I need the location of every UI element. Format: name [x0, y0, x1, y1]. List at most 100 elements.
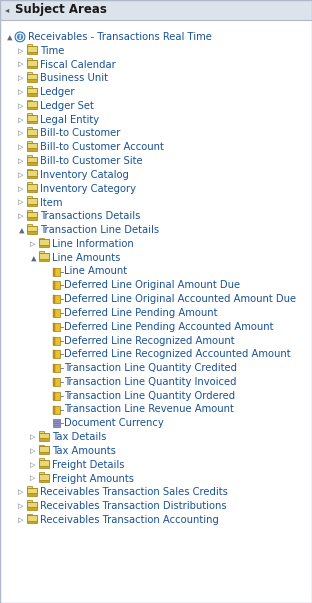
- Bar: [39, 239, 49, 247]
- Text: ◀: ◀: [30, 255, 36, 260]
- Bar: [27, 155, 32, 157]
- Bar: [52, 323, 55, 330]
- Text: ▷: ▷: [30, 462, 36, 468]
- Text: Line Amounts: Line Amounts: [52, 253, 120, 263]
- Text: i: i: [19, 33, 21, 41]
- Bar: [52, 378, 55, 386]
- Bar: [52, 378, 60, 386]
- Text: Ledger Set: Ledger Set: [40, 101, 94, 111]
- Bar: [27, 101, 37, 109]
- Text: ▷: ▷: [18, 186, 24, 192]
- Bar: [52, 309, 55, 317]
- Bar: [27, 516, 37, 521]
- Bar: [39, 431, 43, 432]
- Bar: [27, 60, 37, 68]
- Text: Receivables Transaction Sales Credits: Receivables Transaction Sales Credits: [40, 487, 228, 497]
- Bar: [39, 446, 49, 455]
- Bar: [27, 143, 37, 151]
- Text: ▷: ▷: [30, 448, 36, 454]
- Bar: [27, 184, 37, 190]
- Bar: [27, 516, 37, 523]
- Text: ▷: ▷: [18, 200, 24, 206]
- Text: Ledger: Ledger: [40, 87, 75, 97]
- Bar: [39, 239, 49, 245]
- Bar: [52, 295, 55, 303]
- Bar: [52, 268, 55, 276]
- Bar: [27, 115, 37, 123]
- Bar: [39, 444, 43, 446]
- Text: ▷: ▷: [18, 89, 24, 95]
- Bar: [27, 87, 37, 93]
- Bar: [39, 251, 43, 253]
- Bar: [27, 45, 32, 46]
- Text: Bill-to Customer Site: Bill-to Customer Site: [40, 156, 143, 166]
- Bar: [27, 46, 37, 52]
- Text: ▷: ▷: [18, 62, 24, 68]
- Text: Business Unit: Business Unit: [40, 74, 108, 83]
- Text: ▷: ▷: [18, 130, 24, 136]
- Circle shape: [15, 32, 25, 42]
- Bar: [39, 446, 49, 452]
- Text: ▷: ▷: [18, 117, 24, 122]
- Text: Line Amount: Line Amount: [64, 267, 127, 277]
- Text: ◂: ◂: [5, 5, 9, 14]
- Text: Bill-to Customer: Bill-to Customer: [40, 128, 120, 139]
- Bar: [27, 143, 37, 148]
- Bar: [27, 210, 32, 212]
- Bar: [52, 295, 60, 303]
- Bar: [27, 157, 37, 162]
- Bar: [52, 350, 55, 358]
- Text: Deferred Line Pending Accounted Amount: Deferred Line Pending Accounted Amount: [64, 321, 274, 332]
- Text: Receivables - Transactions Real Time: Receivables - Transactions Real Time: [28, 32, 212, 42]
- Bar: [27, 74, 37, 80]
- Bar: [52, 392, 60, 400]
- Text: Fiscal Calendar: Fiscal Calendar: [40, 60, 116, 69]
- Text: Inventory Category: Inventory Category: [40, 184, 136, 194]
- Bar: [27, 212, 37, 220]
- Text: Tax Amounts: Tax Amounts: [52, 446, 116, 456]
- Bar: [0, 0, 312, 20]
- Bar: [27, 74, 37, 82]
- Bar: [39, 474, 49, 482]
- Bar: [39, 253, 49, 259]
- Bar: [27, 500, 32, 502]
- Text: Deferred Line Original Amount Due: Deferred Line Original Amount Due: [64, 280, 240, 290]
- Text: Deferred Line Recognized Accounted Amount: Deferred Line Recognized Accounted Amoun…: [64, 349, 290, 359]
- Text: Item: Item: [40, 198, 62, 207]
- Text: Transaction Line Quantity Ordered: Transaction Line Quantity Ordered: [64, 391, 235, 401]
- Bar: [27, 184, 37, 192]
- Bar: [27, 87, 37, 96]
- Text: ◀: ◀: [18, 227, 24, 233]
- Bar: [27, 115, 37, 121]
- Bar: [52, 364, 60, 372]
- Bar: [27, 127, 32, 129]
- Text: Inventory Catalog: Inventory Catalog: [40, 170, 129, 180]
- Bar: [52, 268, 60, 276]
- Bar: [52, 282, 60, 289]
- Bar: [39, 458, 43, 460]
- Bar: [27, 86, 32, 87]
- Text: ▷: ▷: [18, 503, 24, 509]
- Text: ▷: ▷: [18, 213, 24, 219]
- Bar: [27, 226, 37, 231]
- Bar: [39, 432, 49, 438]
- Text: Tax Details: Tax Details: [52, 432, 106, 442]
- Bar: [39, 253, 49, 261]
- Text: ▷: ▷: [18, 75, 24, 81]
- Text: ▷: ▷: [18, 517, 24, 523]
- Bar: [27, 46, 37, 54]
- Text: Transaction Line Details: Transaction Line Details: [40, 225, 159, 235]
- Bar: [27, 224, 32, 226]
- Text: Freight Details: Freight Details: [52, 459, 124, 470]
- Text: Subject Areas: Subject Areas: [15, 4, 107, 16]
- Bar: [27, 488, 37, 496]
- Text: Bill-to Customer Account: Bill-to Customer Account: [40, 142, 164, 153]
- Bar: [52, 392, 55, 400]
- Bar: [27, 141, 32, 143]
- Bar: [27, 182, 32, 184]
- Bar: [27, 502, 37, 510]
- Text: ▷: ▷: [18, 172, 24, 178]
- Bar: [27, 60, 37, 66]
- Bar: [52, 405, 60, 414]
- Bar: [39, 474, 49, 479]
